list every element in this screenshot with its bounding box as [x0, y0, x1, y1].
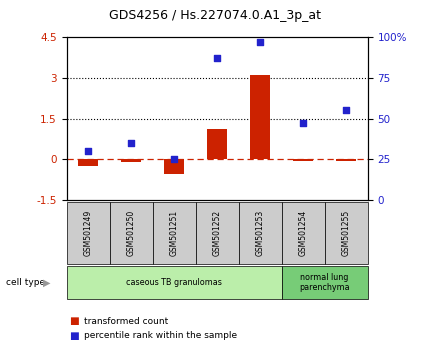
Text: GSM501250: GSM501250	[127, 210, 135, 256]
Bar	[337, 159, 356, 161]
Text: GSM501249: GSM501249	[84, 210, 92, 256]
Point	[300, 121, 307, 126]
Bar	[208, 130, 227, 159]
Text: caseous TB granulomas: caseous TB granulomas	[126, 278, 222, 287]
Point	[171, 156, 178, 162]
Text: GSM501253: GSM501253	[256, 210, 264, 256]
Text: cell type: cell type	[6, 278, 46, 287]
Bar	[165, 159, 184, 174]
Text: normal lung
parenchyma: normal lung parenchyma	[299, 273, 350, 292]
Point	[214, 56, 221, 61]
Text: ■: ■	[69, 331, 79, 341]
Point	[128, 140, 135, 146]
Text: ■: ■	[69, 316, 79, 326]
Text: GDS4256 / Hs.227074.0.A1_3p_at: GDS4256 / Hs.227074.0.A1_3p_at	[109, 10, 321, 22]
Text: percentile rank within the sample: percentile rank within the sample	[84, 331, 237, 340]
Text: GSM501252: GSM501252	[213, 210, 221, 256]
Point	[257, 39, 264, 45]
Point	[85, 148, 92, 154]
Text: GSM501254: GSM501254	[299, 210, 307, 256]
Text: ▶: ▶	[43, 277, 50, 287]
Text: GSM501255: GSM501255	[342, 210, 350, 256]
Bar	[79, 159, 98, 166]
Point	[343, 108, 350, 113]
Bar	[293, 159, 313, 161]
Bar	[122, 159, 141, 162]
Bar	[250, 75, 270, 159]
Text: transformed count: transformed count	[84, 317, 168, 326]
Text: GSM501251: GSM501251	[170, 210, 178, 256]
